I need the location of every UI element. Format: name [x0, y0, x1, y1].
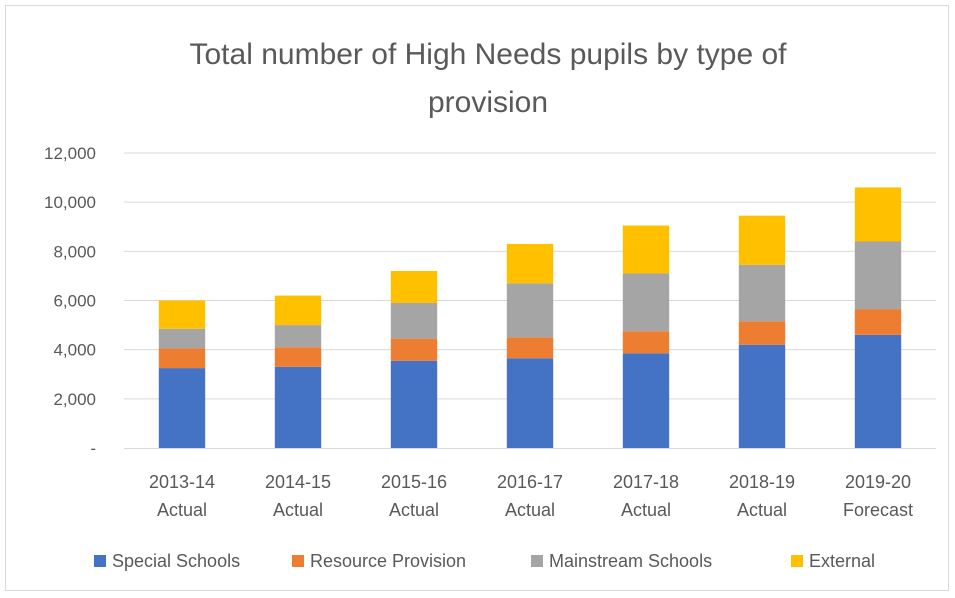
bar-external-2014-15	[274, 295, 322, 326]
x-tick-label: Actual	[273, 500, 323, 520]
bar-resource-provision-2015-16	[390, 338, 438, 361]
chart-title-line-1: Total number of High Needs pupils by typ…	[190, 38, 788, 71]
bar-special-schools-2018-19	[738, 344, 786, 448]
bar-resource-provision-2016-17	[506, 337, 554, 359]
y-axis-ticks: - 2,000 4,000 6,000 8,000 10,000 12,000	[44, 144, 96, 458]
bar-external-2016-17	[506, 243, 554, 284]
y-tick-label: 12,000	[44, 144, 96, 163]
bar-special-schools-2014-15	[274, 366, 322, 448]
x-tick-label: Actual	[389, 500, 439, 520]
legend-label: Mainstream Schools	[549, 551, 712, 571]
chart-svg: Total number of High Needs pupils by typ…	[44, 38, 936, 571]
x-tick-label: Forecast	[843, 500, 913, 520]
bar-mainstream-schools-2016-17	[506, 283, 554, 338]
x-tick-label: Actual	[157, 500, 207, 520]
bar-mainstream-schools-2017-18	[622, 273, 670, 332]
bar-resource-provision-2014-15	[274, 347, 322, 367]
bar-mainstream-schools-2018-19	[738, 264, 786, 322]
bar-external-2018-19	[738, 215, 786, 265]
x-tick-label: 2013-14	[149, 472, 215, 492]
bars	[158, 187, 902, 448]
y-tick-label: 8,000	[53, 242, 96, 261]
y-tick-label: 4,000	[53, 341, 96, 360]
bar-resource-provision-2018-19	[738, 321, 786, 345]
legend-label: Special Schools	[112, 551, 240, 571]
bar-mainstream-schools-2013-14	[158, 328, 206, 349]
x-tick-label: Actual	[505, 500, 555, 520]
x-tick-label: Actual	[737, 500, 787, 520]
bar-special-schools-2013-14	[158, 368, 206, 448]
bar-resource-provision-2017-18	[622, 331, 670, 354]
bar-external-2015-16	[390, 271, 438, 303]
y-tick-label: -	[90, 439, 96, 458]
y-tick-label: 10,000	[44, 193, 96, 212]
x-axis-ticks: 2013-14 Actual 2014-15 Actual 2015-16 Actual 2…	[149, 472, 913, 520]
bar-special-schools-2016-17	[506, 358, 554, 448]
bar-external-2013-14	[158, 300, 206, 329]
chart-frame: Total number of High Needs pupils by typ…	[5, 5, 949, 591]
x-tick-label: 2015-16	[381, 472, 447, 492]
x-tick-label: 2016-17	[497, 472, 563, 492]
legend-swatch-mainstream-schools	[531, 555, 543, 567]
x-tick-label: 2017-18	[613, 472, 679, 492]
bar-special-schools-2019-20	[854, 334, 902, 448]
legend-label: External	[809, 551, 875, 571]
y-tick-label: 6,000	[53, 292, 96, 311]
bar-mainstream-schools-2014-15	[274, 325, 322, 348]
bar-mainstream-schools-2019-20	[854, 241, 902, 310]
chart-title-line-2: provision	[428, 86, 548, 119]
x-tick-label: 2018-19	[729, 472, 795, 492]
legend-swatch-resource-provision	[292, 555, 304, 567]
x-tick-label: Actual	[621, 500, 671, 520]
bar-special-schools-2017-18	[622, 353, 670, 448]
bar-mainstream-schools-2015-16	[390, 302, 438, 339]
x-tick-label: 2014-15	[265, 472, 331, 492]
bar-special-schools-2015-16	[390, 360, 438, 448]
x-tick-label: 2019-20	[845, 472, 911, 492]
y-tick-label: 2,000	[53, 390, 96, 409]
bar-resource-provision-2019-20	[854, 309, 902, 335]
legend-swatch-special-schools	[94, 555, 106, 567]
bar-external-2017-18	[622, 225, 670, 274]
legend: Special Schools Resource Provision Mainstr…	[94, 551, 875, 571]
bar-resource-provision-2013-14	[158, 348, 206, 369]
legend-swatch-external	[791, 555, 803, 567]
bar-external-2019-20	[854, 187, 902, 242]
legend-label: Resource Provision	[310, 551, 466, 571]
